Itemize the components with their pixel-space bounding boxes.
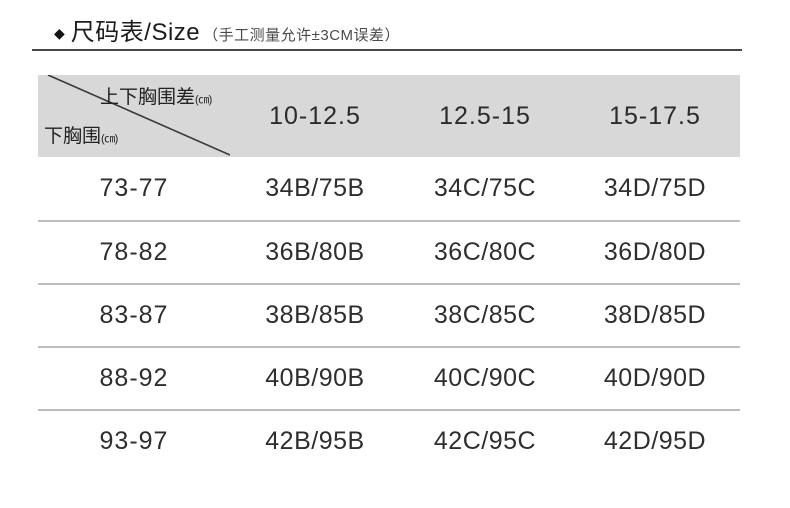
size-cell: 42C/95C — [433, 427, 537, 455]
size-cell: 42B/95B — [265, 427, 365, 455]
column-header: 12.5-15 — [439, 101, 531, 130]
column-axis-unit: (㎝) — [195, 94, 212, 106]
column-header: 10-12.5 — [269, 101, 361, 130]
row-header-cell: 73-77 — [99, 174, 169, 202]
corner-header-cell: 上下胸围差(㎝) 下胸围(㎝) — [38, 75, 230, 157]
column-header: 15-17.5 — [609, 101, 701, 130]
size-cell: 40B/90B — [265, 364, 365, 392]
size-cell: 38C/85C — [433, 301, 537, 329]
size-table: 上下胸围差(㎝) 下胸围(㎝) 10-12.5 12.5-15 15-17.5 … — [38, 75, 740, 472]
size-cell: 34B/75B — [265, 174, 365, 202]
table-row: 93-97 42B/95B 42C/95C 42D/95D — [38, 409, 740, 472]
size-cell: 40D/90D — [603, 364, 707, 392]
table-row: 78-82 36B/80B 36C/80C 36D/80D — [38, 220, 740, 283]
table-body: 73-77 34B/75B 34C/75C 34D/75D 78-82 36B/… — [38, 157, 740, 472]
size-cell: 36C/80C — [433, 238, 537, 266]
diagonal-divider-line — [38, 75, 230, 157]
size-cell: 38D/85D — [603, 301, 707, 329]
table-row: 88-92 40B/90B 40C/90C 40D/90D — [38, 346, 740, 409]
diamond-bullet-icon: ◆ — [54, 25, 65, 41]
column-axis-text: 上下胸围差 — [100, 87, 196, 108]
row-axis-unit: (㎝) — [101, 133, 118, 145]
table-row: 83-87 38B/85B 38C/85C 38D/85D — [38, 283, 740, 346]
title-note: （手工测量允许±3CM误差） — [203, 27, 401, 44]
size-cell: 34D/75D — [603, 174, 707, 202]
row-header-cell: 83-87 — [99, 301, 169, 329]
size-cell: 34C/75C — [433, 174, 537, 202]
row-axis-label: 下胸围(㎝) — [44, 121, 118, 148]
row-header-cell: 78-82 — [99, 238, 169, 266]
row-axis-text: 下胸围 — [44, 126, 102, 147]
row-header-cell: 88-92 — [99, 364, 169, 392]
table-row: 73-77 34B/75B 34C/75C 34D/75D — [38, 157, 740, 220]
section-title: ◆ 尺码表/Size （手工测量允许±3CM误差） — [54, 12, 400, 47]
size-cell: 36D/80D — [603, 238, 707, 266]
size-cell: 42D/95D — [603, 427, 707, 455]
title-underline — [32, 49, 742, 51]
size-cell: 40C/90C — [433, 364, 537, 392]
table-header-row: 上下胸围差(㎝) 下胸围(㎝) 10-12.5 12.5-15 15-17.5 — [38, 75, 740, 157]
column-headers: 10-12.5 12.5-15 15-17.5 — [230, 75, 740, 157]
column-axis-label: 上下胸围差(㎝) — [100, 82, 212, 109]
row-header-cell: 93-97 — [99, 427, 169, 455]
size-cell: 38B/85B — [265, 301, 365, 329]
size-cell: 36B/80B — [265, 238, 365, 266]
page-title: 尺码表/Size — [70, 19, 201, 46]
